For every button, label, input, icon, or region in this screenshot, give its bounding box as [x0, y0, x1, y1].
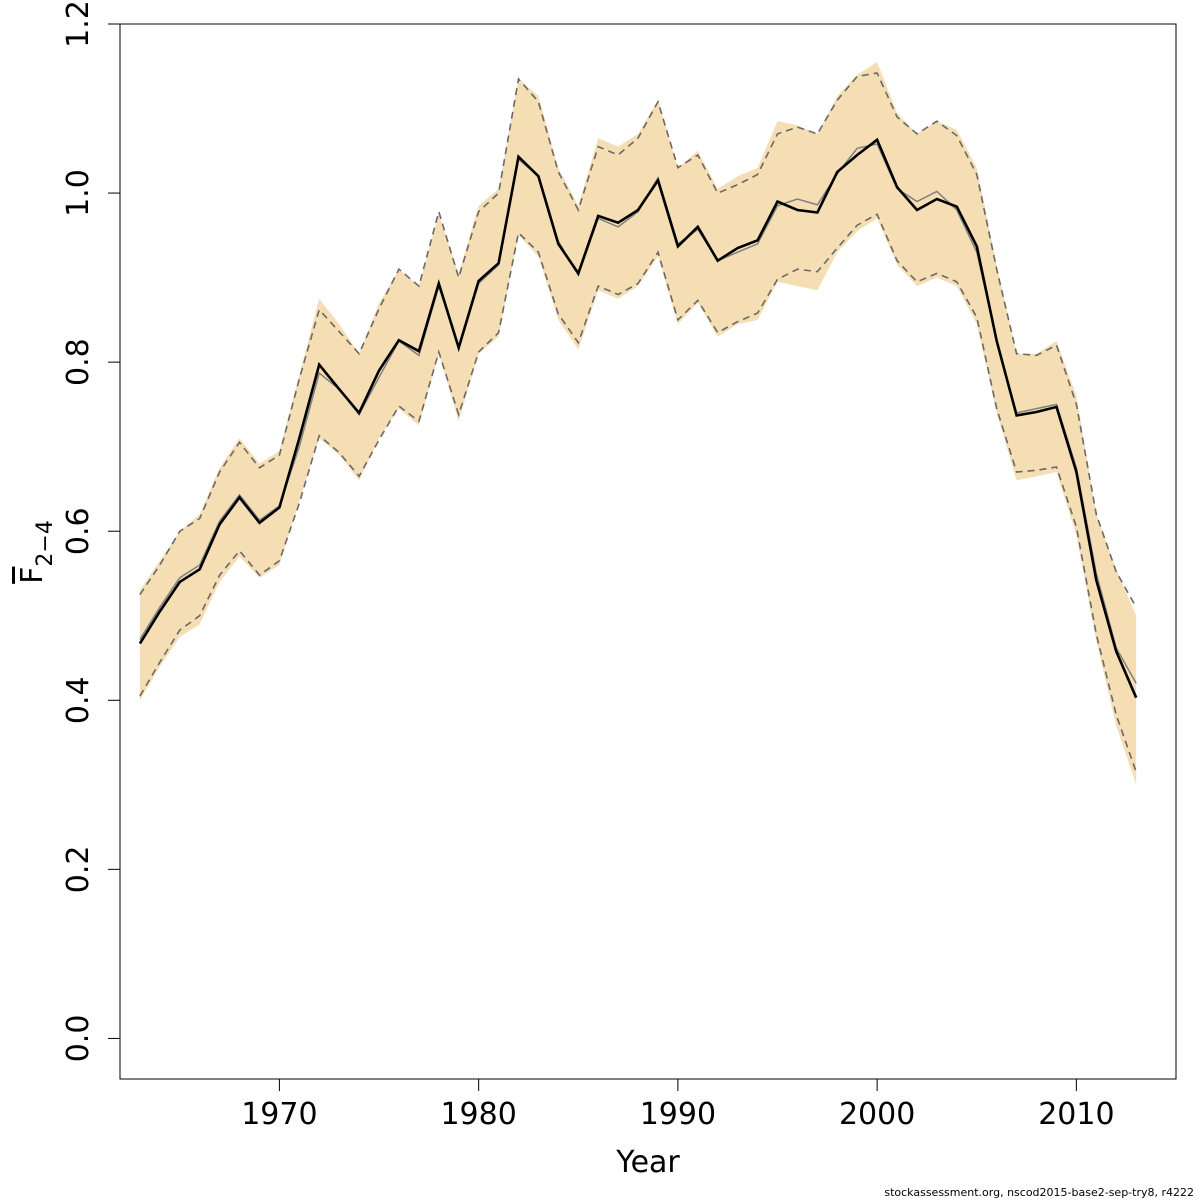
y-tick-label: 1.0: [61, 169, 96, 217]
y-axis-title-main: F: [15, 567, 50, 584]
y-axis: 0.0 0.2 0.4 0.6 0.8 1.0 1.2: [61, 0, 121, 1063]
y-tick-label: 0.8: [61, 338, 96, 386]
x-axis-title: Year: [615, 1145, 680, 1180]
alternate-estimate-line: [139, 143, 1137, 684]
x-tick-label: 1990: [640, 1097, 716, 1132]
y-axis-title-subscript: 2−4: [33, 520, 58, 566]
y-tick-label: 0.6: [61, 507, 96, 555]
confidence-band: [139, 62, 1137, 785]
estimate-line: [138, 137, 1138, 699]
x-tick-label: 1980: [440, 1097, 516, 1132]
x-tick-label: 2010: [1038, 1097, 1114, 1132]
footer-credit: stockassessment.org, nscod2015-base2-sep…: [884, 1186, 1194, 1199]
x-axis: 1970 1980 1990 2000 2010: [241, 1078, 1115, 1132]
x-tick-label: 2000: [839, 1097, 915, 1132]
plot-area: [119, 23, 1177, 1080]
y-tick-label: 0.2: [61, 845, 96, 893]
lower-ci-line: [139, 213, 1137, 773]
y-axis-title: F2−4: [15, 520, 58, 584]
y-tick-label: 1.2: [61, 0, 96, 48]
upper-ci-line: [139, 72, 1137, 608]
x-tick-label: 1970: [241, 1097, 317, 1132]
y-tick-label: 0.4: [61, 676, 96, 724]
y-tick-label: 0.0: [61, 1015, 96, 1063]
